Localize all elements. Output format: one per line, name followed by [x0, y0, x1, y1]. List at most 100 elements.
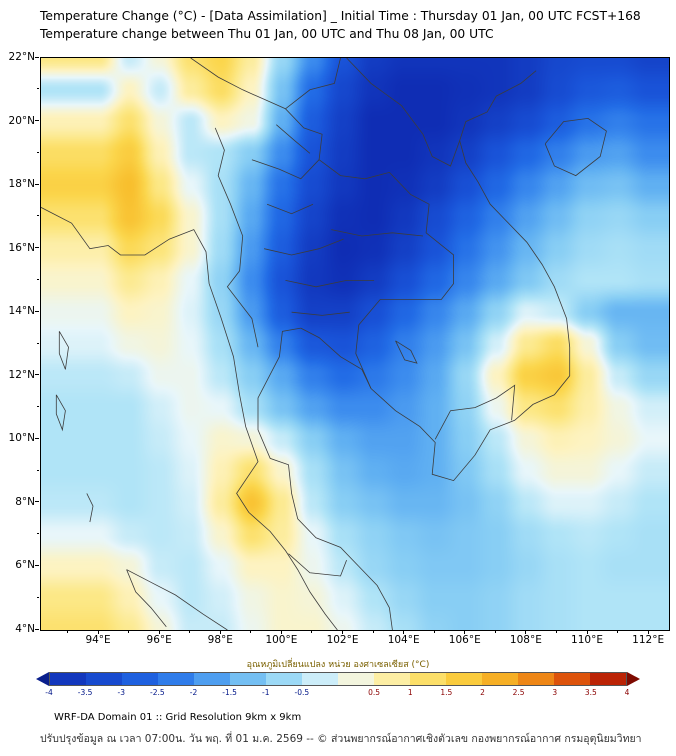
x-axis-label: 108°E — [509, 634, 542, 646]
x-axis-minor-tick — [128, 630, 130, 633]
border-path — [257, 327, 393, 630]
y-axis-minor-tick — [36, 88, 39, 90]
border-path — [276, 124, 311, 154]
colorbar-tick-label: -3 — [117, 688, 125, 697]
country-borders-overlay — [41, 58, 607, 630]
page-title: Temperature Change (°C) - [Data Assimila… — [40, 9, 641, 23]
border-path — [214, 127, 259, 348]
colorbar-tick-label: -2.5 — [150, 688, 165, 697]
x-axis-tick — [158, 630, 160, 634]
x-axis-label: 106°E — [448, 634, 481, 646]
border-path — [285, 280, 375, 288]
y-axis-minor-tick — [36, 406, 39, 408]
x-axis-minor-tick — [494, 630, 496, 633]
y-axis-label: 14°N — [8, 304, 35, 317]
colorbar-title: อุณหภูมิเปลี่ยนแปลง หน่วย องศาเซลเซียส (… — [246, 660, 430, 670]
y-axis-tick — [35, 628, 39, 630]
colorbar-tick-label: -1.5 — [222, 688, 237, 697]
y-axis-tick — [35, 56, 39, 58]
y-axis-minor-tick — [36, 278, 39, 280]
x-axis-tick — [403, 630, 405, 634]
border-path — [300, 70, 571, 482]
colorbar-segment — [230, 673, 266, 685]
border-path — [251, 159, 320, 180]
x-axis-label: 94°E — [85, 634, 111, 646]
y-axis-tick — [35, 247, 39, 249]
colorbar-segment — [338, 673, 374, 685]
y-axis-minor-tick — [36, 215, 39, 217]
y-axis-label: 8°N — [15, 495, 35, 508]
colorbar-strip — [49, 672, 627, 686]
y-axis-tick — [35, 120, 39, 122]
colorbar-segment — [590, 673, 626, 685]
colorbar-tick-label: -3.5 — [77, 688, 93, 697]
y-axis-tick — [35, 564, 39, 566]
x-axis-tick — [219, 630, 221, 634]
x-axis-minor-tick — [433, 630, 435, 633]
x-axis-minor-tick — [617, 630, 619, 633]
colorbar-segment — [266, 673, 302, 685]
colorbar-tick-label: 2 — [480, 688, 485, 697]
x-axis-label: 110°E — [571, 634, 603, 646]
x-axis-tick — [647, 630, 649, 634]
y-axis-label: 4°N — [15, 622, 35, 635]
colorbar-right-arrow — [627, 672, 640, 686]
border-path — [126, 569, 228, 630]
x-axis-tick — [586, 630, 588, 634]
border-path — [266, 203, 314, 215]
y-axis-label: 16°N — [8, 241, 35, 254]
x-axis-tick — [342, 630, 344, 634]
y-axis-tick — [35, 310, 39, 312]
colorbar-tick-label: 2.5 — [512, 688, 525, 697]
border-path — [288, 553, 347, 577]
colorbar-tick-label: 3.5 — [584, 688, 597, 697]
border-path — [346, 58, 461, 167]
x-axis-label: 102°E — [326, 634, 359, 646]
footer-update-info: ปรับปรุงข้อมูล ณ เวลา 07:00น. วัน พฤ. ที… — [40, 733, 642, 745]
colorbar-tick-label: -2 — [189, 688, 198, 697]
y-axis-minor-tick — [36, 596, 39, 598]
x-axis-tick — [525, 630, 527, 634]
colorbar-segment — [158, 673, 194, 685]
colorbar-tick-label: 1 — [407, 688, 413, 697]
border-path — [264, 238, 344, 256]
border-path — [291, 311, 350, 316]
colorbar-segment — [50, 673, 86, 685]
colorbar-segment — [482, 673, 518, 685]
x-axis-tick — [280, 630, 282, 634]
y-axis-label: 18°N — [8, 177, 35, 190]
x-axis-minor-tick — [311, 630, 313, 633]
x-axis-minor-tick — [67, 630, 68, 633]
x-axis-tick — [464, 630, 466, 634]
y-axis-tick — [35, 183, 39, 185]
y-axis-tick — [35, 374, 39, 376]
border-path — [86, 493, 94, 523]
y-axis-tick — [35, 501, 39, 503]
border-path — [41, 207, 338, 630]
colorbar-tick-labels: -4 -3.5 -3 -2.5 -2 -1.5 -1 -0.5 0.5 1 1.5 2 2.5 3 3.5 4 — [36, 689, 640, 699]
colorbar-left-arrow — [36, 672, 49, 686]
x-axis-label: 104°E — [387, 634, 420, 646]
y-axis-label: 20°N — [8, 114, 35, 127]
colorbar-segment — [374, 673, 410, 685]
x-axis-tick — [97, 630, 99, 634]
border-path — [331, 229, 424, 237]
x-axis-label: 112°E — [632, 634, 665, 646]
y-axis-minor-tick — [36, 151, 39, 153]
colorbar-tick-label: -4 — [45, 688, 53, 697]
colorbar-tick-label: 1.5 — [440, 688, 453, 697]
colorbar-tick-label: -1 — [262, 688, 270, 697]
colorbar-segment — [554, 673, 590, 685]
y-axis-label: 10°N — [8, 432, 35, 445]
x-axis-minor-tick — [250, 630, 252, 633]
x-axis-minor-tick — [555, 630, 557, 633]
colorbar-segment — [122, 673, 158, 685]
temperature-field-canvas — [41, 58, 669, 630]
y-axis-label: 12°N — [8, 368, 35, 381]
colorbar-tick-label: 0.5 — [368, 688, 381, 697]
y-axis-minor-tick — [36, 533, 39, 535]
y-axis-tick — [35, 437, 39, 439]
colorbar-segment — [518, 673, 554, 685]
y-axis-minor-tick — [36, 342, 39, 344]
